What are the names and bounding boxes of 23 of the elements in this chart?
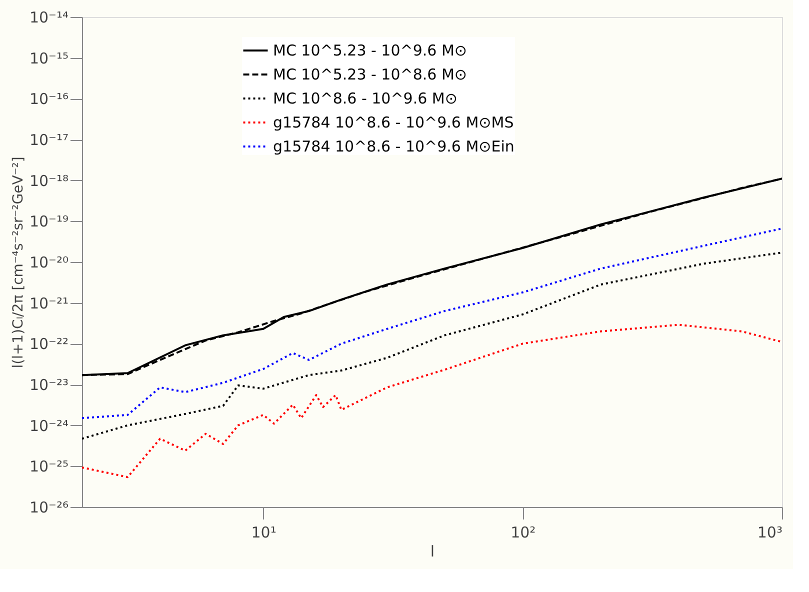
y-axis-title: l(l+1)Cₗ/2π [cm⁻⁴s⁻²sr⁻²GeV⁻²] — [10, 156, 26, 368]
y-tick-label: 10⁻²¹ — [29, 294, 68, 312]
legend-label: MC 10^5.23 - 10^9.6 M⊙ — [273, 42, 467, 60]
y-tick-label: 10⁻¹⁹ — [29, 212, 68, 231]
y-tick-label: 10⁻²⁰ — [29, 254, 68, 272]
x-tick-label: 10² — [510, 524, 536, 542]
y-tick-label: 10⁻²⁴ — [29, 416, 68, 435]
x-tick-label: 10¹ — [251, 524, 276, 542]
y-tick-label: 10⁻¹⁶ — [29, 90, 68, 108]
y-tick-label: 10⁻¹⁵ — [29, 49, 68, 68]
y-tick-label: 10⁻¹⁷ — [29, 131, 68, 149]
y-tick-label: 10⁻²³ — [29, 376, 68, 394]
legend-label: g15784 10^8.6 - 10^9.6 M⊙MS — [273, 114, 514, 132]
legend-label: g15784 10^8.6 - 10^9.6 M⊙Ein — [273, 138, 514, 156]
y-tick-label: 10⁻²⁶ — [29, 498, 68, 516]
legend-label: MC 10^8.6 - 10^9.6 M⊙ — [273, 90, 458, 108]
y-tick-label: 10⁻²² — [29, 335, 68, 354]
y-tick-label: 10⁻¹⁸ — [29, 172, 68, 190]
x-axis-title: l — [430, 542, 435, 560]
legend-label: MC 10^5.23 - 10^8.6 M⊙ — [273, 66, 467, 84]
x-tick-label: 10³ — [757, 524, 782, 542]
y-tick-label: 10⁻¹⁴ — [29, 8, 68, 26]
y-tick-label: 10⁻²⁵ — [29, 458, 68, 476]
